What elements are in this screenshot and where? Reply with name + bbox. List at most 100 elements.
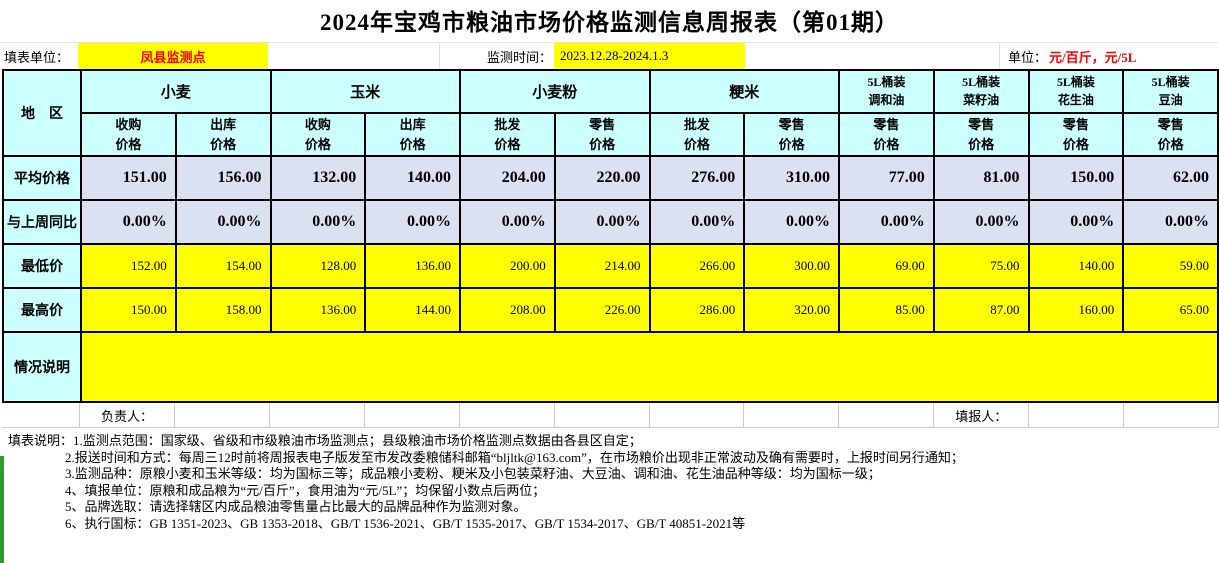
- column-subheader: 出库 价格: [174, 112, 272, 157]
- week-over-week-row: 与上周同比 0.00% 0.00% 0.00% 0.00% 0.00% 0.00…: [2, 199, 1219, 245]
- avg-price-cell[interactable]: 204.00: [459, 155, 556, 201]
- max-price-cell[interactable]: 85.00: [838, 287, 935, 333]
- max-price-cell[interactable]: 150.00: [80, 287, 177, 333]
- avg-price-cell[interactable]: 156.00: [174, 155, 272, 201]
- group-line1: 5L桶装: [1151, 75, 1190, 90]
- signature-cell[interactable]: [649, 403, 745, 428]
- meta-row: 填表单位： 凤县监测点 监测时间： 2023.12.28-2024.1.3 单位…: [0, 42, 1219, 69]
- min-price-cell[interactable]: 300.00: [743, 243, 840, 289]
- avg-price-cell[interactable]: 77.00: [838, 155, 935, 201]
- signature-cell[interactable]: [174, 403, 270, 428]
- signature-cell[interactable]: [1124, 403, 1219, 428]
- sheet-edge-strip: [0, 456, 4, 563]
- wow-percent-cell[interactable]: 0.00%: [838, 199, 935, 245]
- instruction-line: 3.监测品种：原粮小麦和玉米等级：均为国标三等；成品粮小麦粉、粳米及小包装菜籽油…: [65, 466, 881, 481]
- instruction-line: 5、品牌选取：请选择辖区内成品粮油零售量占比最大的品牌品种作为监测对象。: [65, 499, 527, 514]
- signature-cell[interactable]: [459, 403, 555, 428]
- group-line2: 菜籽油: [963, 92, 1000, 107]
- signature-cell[interactable]: [744, 403, 840, 428]
- wow-percent-cell[interactable]: 0.00%: [459, 199, 556, 245]
- wow-percent-cell[interactable]: 0.00%: [1122, 199, 1219, 245]
- signature-cell[interactable]: [554, 403, 650, 428]
- avg-price-cell[interactable]: 220.00: [553, 155, 651, 201]
- form-unit-value-cell[interactable]: 凤县监测点: [78, 43, 268, 69]
- min-price-cell[interactable]: 128.00: [269, 243, 367, 289]
- avg-price-cell[interactable]: 150.00: [1027, 155, 1125, 201]
- column-subheader: 批发 价格: [648, 112, 746, 157]
- wow-percent-cell[interactable]: 0.00%: [269, 199, 367, 245]
- wow-percent-cell[interactable]: 0.00%: [174, 199, 272, 245]
- row-label-min-price: 最低价: [2, 243, 82, 289]
- wow-percent-cell[interactable]: 0.00%: [743, 199, 840, 245]
- min-price-cell[interactable]: 75.00: [932, 243, 1030, 289]
- row-label-max-price: 最高价: [2, 287, 82, 333]
- responsible-person-cell[interactable]: 负责人：: [80, 403, 175, 428]
- group-header-blend-oil: 5L桶装调和油: [838, 69, 935, 114]
- reporter-cell[interactable]: 填报人：: [934, 403, 1030, 428]
- remarks-input-cell[interactable]: [80, 331, 1219, 403]
- min-price-cell[interactable]: 152.00: [80, 243, 177, 289]
- meta-spacer: [745, 43, 1000, 69]
- avg-price-cell[interactable]: 132.00: [269, 155, 367, 201]
- avg-price-cell[interactable]: 81.00: [932, 155, 1030, 201]
- max-price-cell[interactable]: 286.00: [648, 287, 746, 333]
- avg-price-cell[interactable]: 140.00: [364, 155, 461, 201]
- group-header-soybean-oil: 5L桶装豆油: [1122, 69, 1219, 114]
- min-price-cell[interactable]: 69.00: [838, 243, 935, 289]
- row-label-remarks: 情况说明: [2, 331, 82, 403]
- max-price-row: 最高价 150.00 158.00 136.00 144.00 208.00 2…: [2, 287, 1219, 333]
- column-subheader: 收购 价格: [269, 112, 367, 157]
- column-subheader: 零售 价格: [743, 112, 840, 157]
- signature-cell[interactable]: [2, 403, 80, 428]
- row-label-week-over-week: 与上周同比: [2, 199, 82, 245]
- wow-percent-cell[interactable]: 0.00%: [80, 199, 177, 245]
- wow-percent-cell[interactable]: 0.00%: [648, 199, 746, 245]
- price-unit: 单位： 元/百斤，元/5L: [1000, 43, 1219, 69]
- group-header-corn: 玉米: [269, 69, 461, 114]
- average-price-row: 平均价格 151.00 156.00 132.00 140.00 204.00 …: [2, 155, 1219, 201]
- signature-cell[interactable]: [1029, 403, 1125, 428]
- min-price-cell[interactable]: 136.00: [364, 243, 461, 289]
- form-instructions: 填表说明：1.监测点范围：国家级、省级和市级粮油市场监测点；县级粮油市场价格监测…: [0, 428, 1219, 532]
- max-price-cell[interactable]: 144.00: [364, 287, 461, 333]
- signature-cell[interactable]: [269, 403, 365, 428]
- min-price-cell[interactable]: 140.00: [1027, 243, 1125, 289]
- max-price-cell[interactable]: 320.00: [743, 287, 840, 333]
- min-price-cell[interactable]: 214.00: [553, 243, 651, 289]
- signature-row: 负责人： 填报人：: [2, 403, 1219, 428]
- signature-cell[interactable]: [364, 403, 460, 428]
- avg-price-cell[interactable]: 62.00: [1122, 155, 1219, 201]
- min-price-cell[interactable]: 59.00: [1122, 243, 1219, 289]
- max-price-cell[interactable]: 65.00: [1122, 287, 1219, 333]
- monitor-time-value-cell[interactable]: 2023.12.28-2024.1.3: [554, 43, 745, 69]
- group-header-peanut-oil: 5L桶装 花生油: [1027, 69, 1125, 114]
- min-price-cell[interactable]: 154.00: [174, 243, 272, 289]
- column-subheader: 零售 价格: [838, 112, 935, 157]
- form-unit-label: 填表单位：: [4, 49, 70, 65]
- wow-percent-cell[interactable]: 0.00%: [364, 199, 461, 245]
- max-price-cell[interactable]: 160.00: [1027, 287, 1125, 333]
- avg-price-cell[interactable]: 151.00: [80, 155, 177, 201]
- column-subheader: 收购 价格: [80, 112, 177, 157]
- group-line2: 豆油: [1158, 92, 1183, 107]
- instructions-label: 填表说明：: [8, 433, 74, 448]
- wow-percent-cell[interactable]: 0.00%: [932, 199, 1030, 245]
- wow-percent-cell[interactable]: 0.00%: [553, 199, 651, 245]
- avg-price-cell[interactable]: 310.00: [743, 155, 840, 201]
- group-line2: 调和油: [868, 92, 905, 107]
- max-price-cell[interactable]: 226.00: [553, 287, 651, 333]
- wow-percent-cell[interactable]: 0.00%: [1027, 199, 1125, 245]
- subheader-row: 收购 价格 出库 价格 收购 价格 出库 价格 批发 价格 零售 价格 批发 价格 零售 价格 …: [3, 112, 1219, 157]
- max-price-cell[interactable]: 208.00: [459, 287, 556, 333]
- max-price-cell[interactable]: 136.00: [269, 287, 367, 333]
- group-line1: 5L桶装: [867, 75, 906, 90]
- min-price-row: 最低价 152.00 154.00 128.00 136.00 200.00 2…: [2, 243, 1219, 289]
- max-price-cell[interactable]: 158.00: [174, 287, 272, 333]
- remarks-row: 情况说明: [2, 331, 1219, 403]
- min-price-cell[interactable]: 200.00: [459, 243, 556, 289]
- signature-cell[interactable]: [839, 403, 935, 428]
- max-price-cell[interactable]: 87.00: [932, 287, 1030, 333]
- avg-price-cell[interactable]: 276.00: [648, 155, 746, 201]
- column-subheader: 批发 价格: [459, 112, 556, 157]
- min-price-cell[interactable]: 266.00: [648, 243, 746, 289]
